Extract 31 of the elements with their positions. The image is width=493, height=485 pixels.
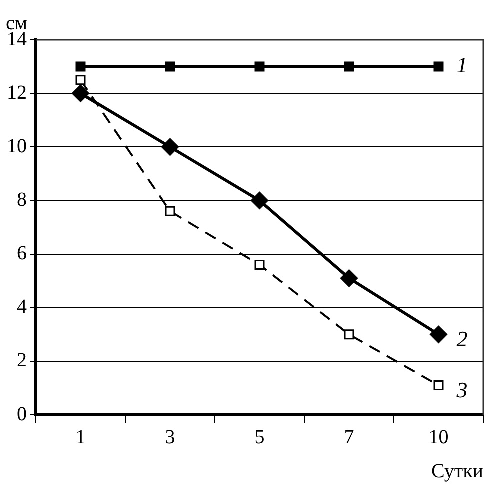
y-tick-label: 12 [7,82,27,104]
point [76,75,86,86]
point [344,330,354,340]
point [165,206,176,216]
y-tick-label: 2 [17,350,27,372]
y-tick-label: 8 [17,188,27,211]
point [165,62,176,72]
x-axis-title: Сутки [431,460,484,482]
point [76,62,86,72]
series-label: 3 [456,377,468,402]
y-tick-label: 10 [7,135,27,158]
point [434,380,444,391]
x-tick-label: 7 [344,426,354,448]
point [251,192,268,210]
x-tick-label: 1 [76,426,86,448]
point [254,260,265,270]
point [434,62,444,72]
series-label: 2 [456,326,468,352]
y-tick-label: 6 [17,242,27,265]
x-tick-label: 10 [428,426,449,448]
point [254,62,265,72]
point [430,326,448,344]
x-tick-label: 3 [165,426,176,448]
point [340,270,358,288]
y-tick-label: 0 [17,403,27,426]
point [344,62,354,72]
x-tick-label: 5 [254,426,265,448]
point [72,84,90,102]
point [162,138,179,156]
y-tick-label: 4 [17,296,27,318]
series-label: 1 [456,52,468,78]
